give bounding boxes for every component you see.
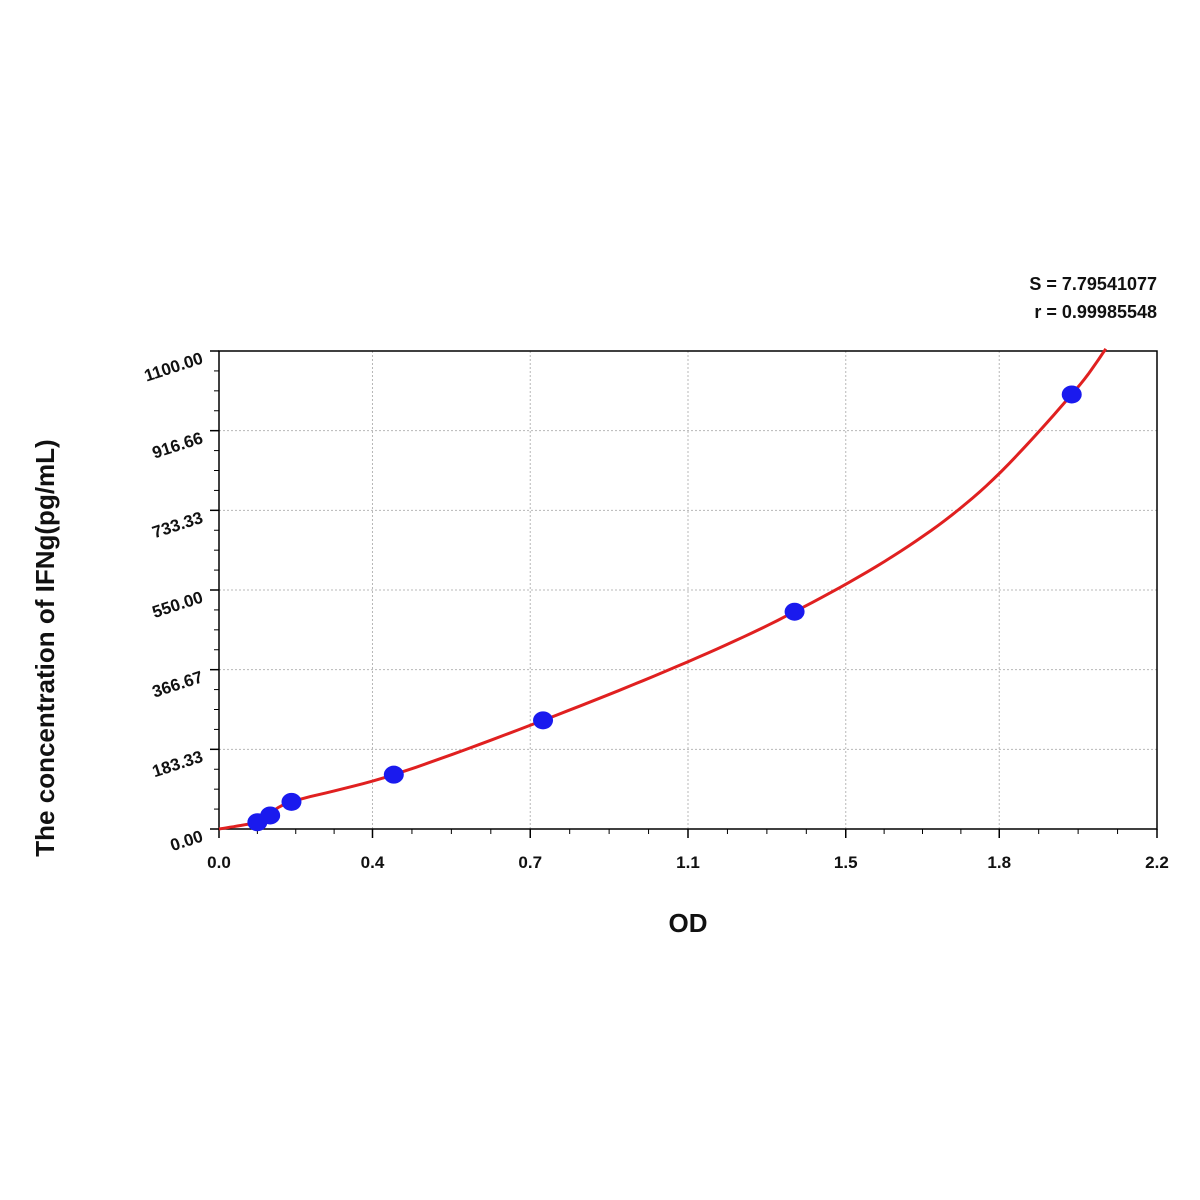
y-tick-label: 1100.00: [142, 349, 205, 386]
data-point: [281, 792, 302, 811]
y-axis-ticks: 0.00 183.33 366.67 550.00 733.33 916.66 1100.0…: [142, 349, 219, 855]
y-tick-label: 916.66: [150, 428, 205, 462]
y-tick-label: 0.00: [168, 827, 205, 855]
y-tick-label: 366.67: [150, 667, 205, 701]
x-tick-label: 0.0: [207, 853, 231, 872]
data-point: [784, 602, 805, 621]
x-axis-title: OD: [669, 908, 708, 938]
stat-s-value: S = 7.79541077: [1029, 274, 1157, 294]
x-tick-label: 0.4: [361, 853, 385, 872]
fit-curve: [218, 347, 1108, 831]
x-tick-label: 1.1: [676, 853, 700, 872]
x-tick-label: 0.7: [518, 853, 542, 872]
x-axis-ticks: 0.0 0.4 0.7 1.1 1.5 1.8 2.2: [207, 829, 1169, 872]
data-points: [247, 385, 1082, 832]
x-tick-label: 1.5: [834, 853, 858, 872]
x-tick-label: 1.8: [987, 853, 1011, 872]
x-tick-label: 2.2: [1145, 853, 1169, 872]
data-point: [383, 765, 404, 784]
y-tick-label: 183.33: [150, 747, 205, 781]
stat-r-value: r = 0.99985548: [1034, 302, 1157, 322]
data-point: [533, 711, 554, 730]
y-axis-title: The concentration of IFNg(pg/mL): [30, 439, 60, 856]
y-tick-label: 733.33: [150, 508, 205, 542]
grid-lines: [219, 351, 1157, 829]
minor-ticks: [214, 370, 1119, 834]
data-point: [260, 806, 281, 825]
data-point: [1061, 385, 1082, 404]
y-tick-label: 550.00: [150, 588, 205, 622]
